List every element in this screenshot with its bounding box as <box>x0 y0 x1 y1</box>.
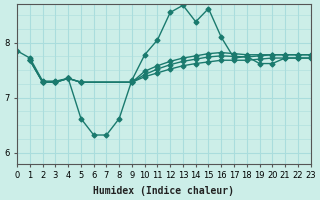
X-axis label: Humidex (Indice chaleur): Humidex (Indice chaleur) <box>93 186 234 196</box>
